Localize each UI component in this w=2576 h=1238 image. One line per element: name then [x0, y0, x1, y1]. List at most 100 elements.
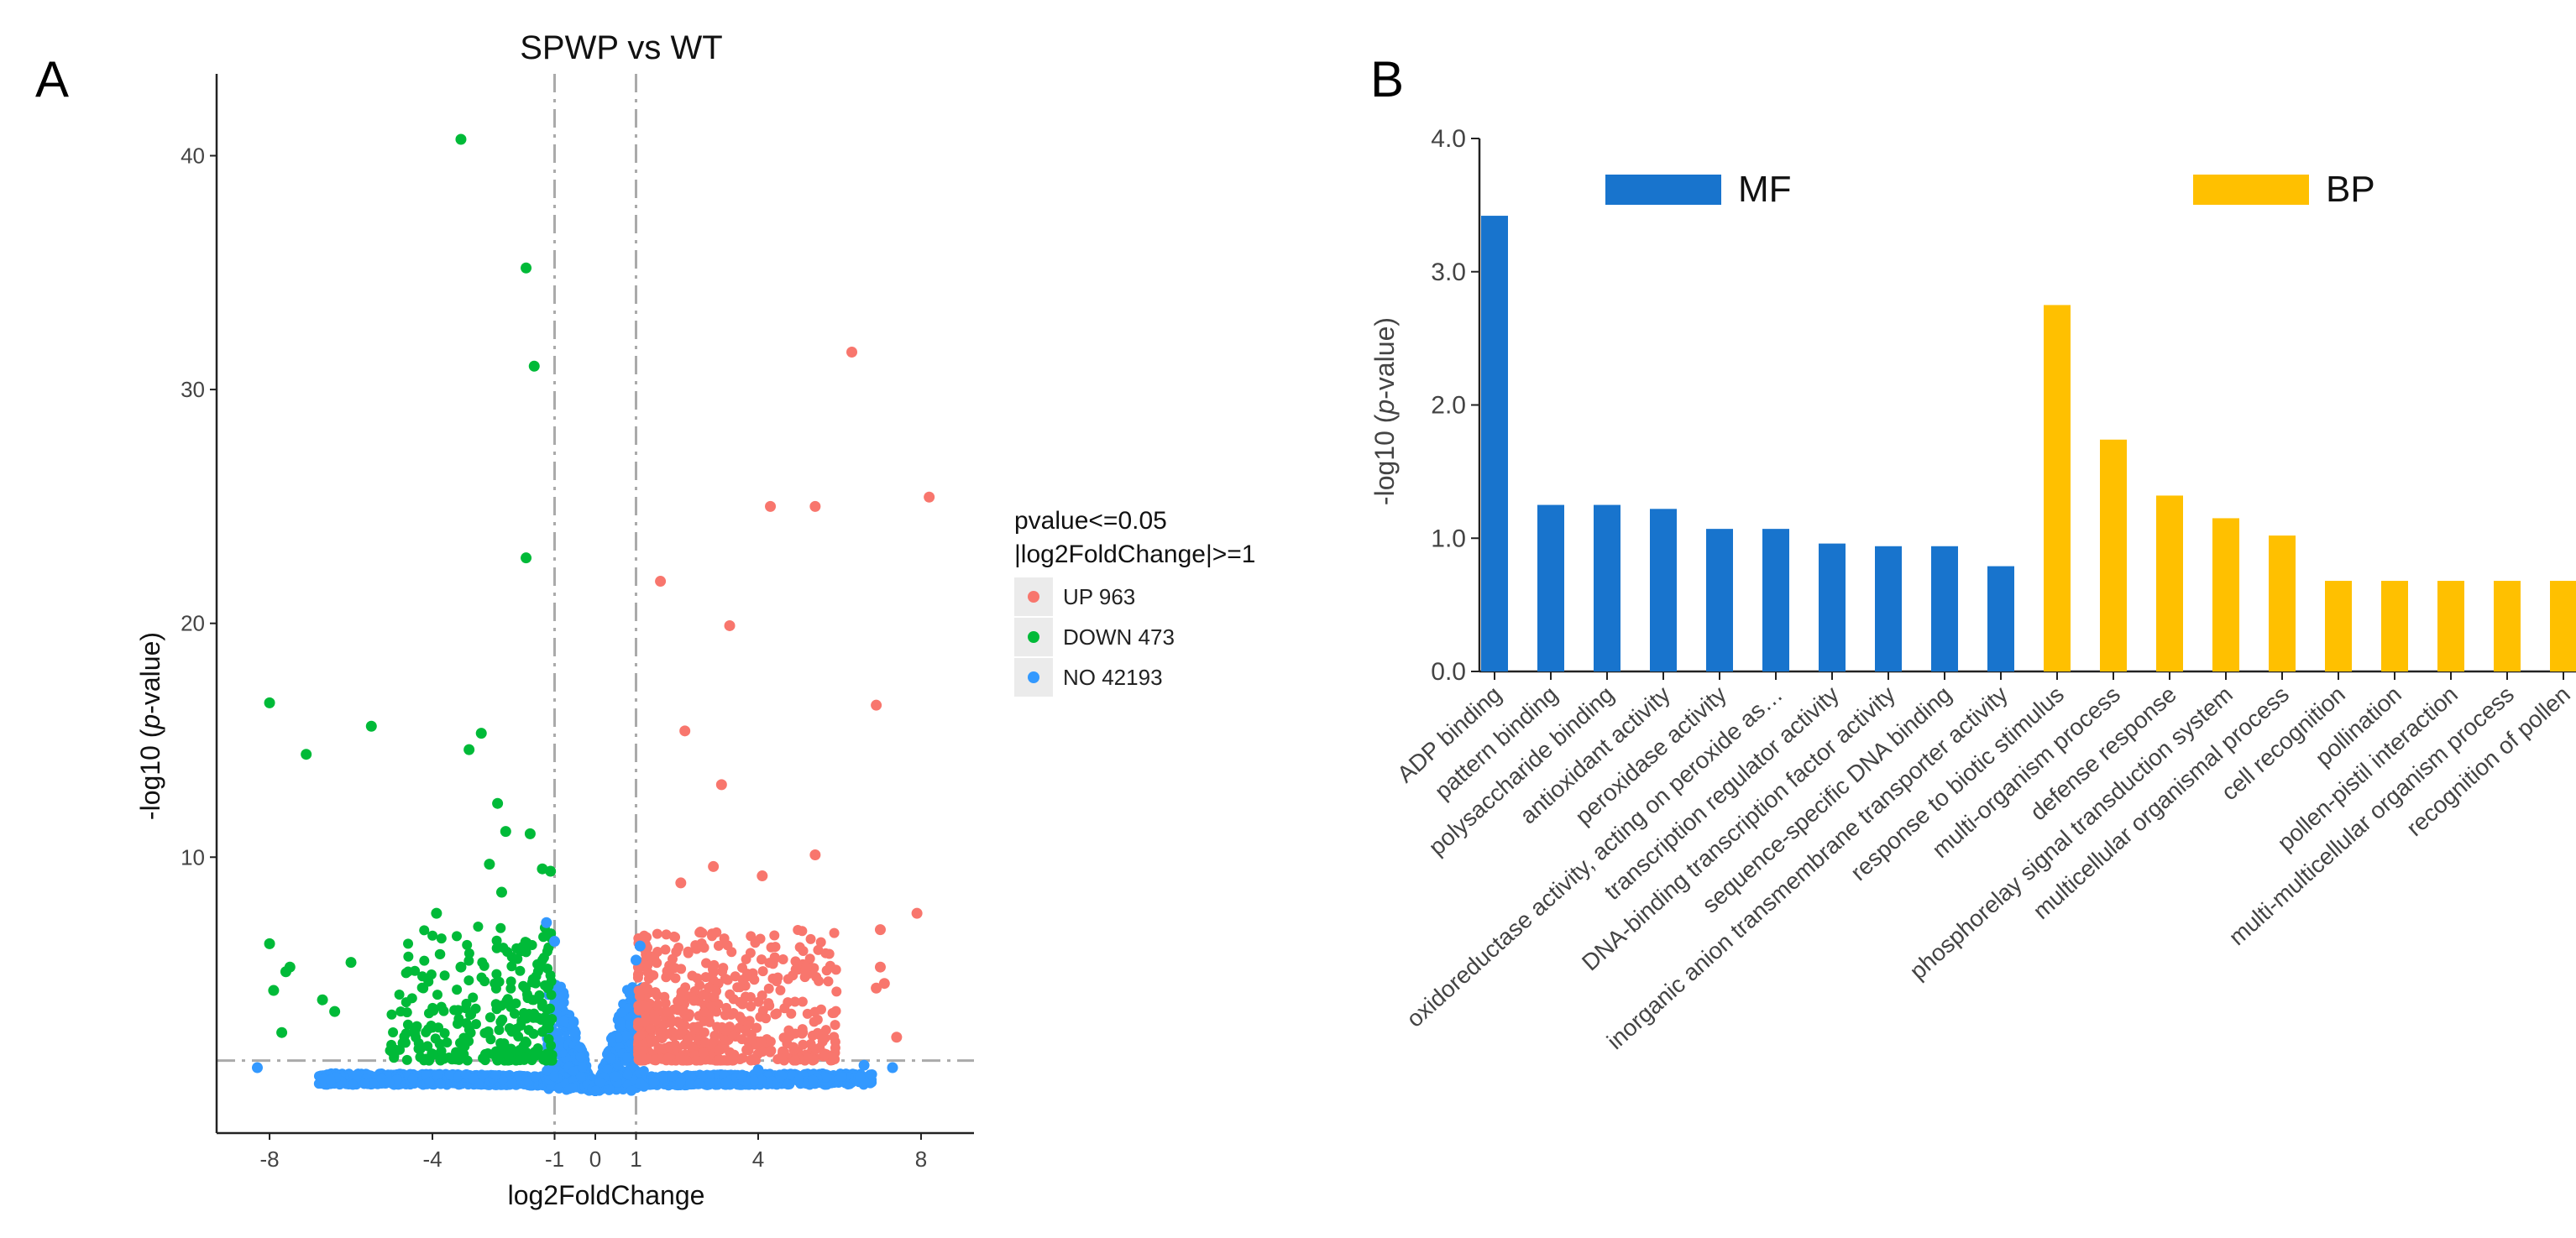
point-up	[819, 1049, 830, 1060]
point-down	[539, 979, 550, 990]
point-ns	[623, 1002, 634, 1013]
point-up	[704, 982, 715, 993]
point-down	[528, 1028, 539, 1039]
point-up	[664, 969, 675, 980]
point-ns	[530, 1072, 541, 1083]
point-down	[395, 1006, 406, 1017]
bar-y-label-prefix: -log10 (	[1369, 414, 1400, 505]
point-down	[470, 1003, 481, 1014]
point-ns	[649, 1077, 660, 1088]
point-up	[720, 974, 730, 985]
point-up	[783, 1025, 794, 1036]
data-point	[878, 978, 890, 990]
x-tick-label: 0	[589, 1147, 601, 1172]
point-down	[436, 1046, 447, 1057]
point-up	[751, 1022, 762, 1033]
point-ns	[568, 1027, 579, 1038]
point-up	[815, 937, 826, 948]
point-down	[401, 968, 411, 979]
point-up	[635, 1030, 646, 1041]
point-up	[639, 1016, 650, 1027]
point-up	[820, 1025, 831, 1036]
point-down	[531, 1047, 542, 1058]
point-up	[632, 972, 643, 983]
point-up	[788, 1042, 798, 1053]
volcano-y-label-prefix: -log10 (	[135, 729, 165, 820]
point-down	[512, 953, 523, 964]
legend-key-dot	[1028, 671, 1039, 683]
y-tick-label: 1.0	[1431, 525, 1466, 552]
point-ns	[605, 1033, 616, 1044]
point-up	[721, 1055, 732, 1066]
point-up	[756, 954, 767, 965]
data-point	[708, 860, 720, 872]
point-up	[812, 1014, 823, 1025]
panel-a-label: A	[35, 51, 69, 107]
data-point	[280, 966, 291, 978]
point-down	[506, 961, 517, 972]
point-down	[520, 1036, 531, 1047]
point-ns	[685, 1070, 696, 1081]
point-up	[763, 983, 774, 994]
data-point	[871, 699, 882, 711]
point-down	[439, 1027, 450, 1038]
y-tick-label: 40	[181, 144, 205, 169]
point-up	[745, 991, 756, 1002]
point-down	[435, 948, 446, 959]
point-up	[789, 1055, 800, 1066]
legend-label-mf: MF	[1738, 169, 1792, 210]
point-down	[531, 971, 542, 982]
bar-2	[1537, 504, 1564, 671]
point-ns	[542, 1065, 552, 1076]
point-up	[797, 996, 808, 1007]
point-up	[683, 1034, 694, 1045]
point-up	[829, 1032, 840, 1042]
point-ns	[626, 1085, 636, 1096]
point-down	[495, 1047, 506, 1058]
point-up	[673, 996, 683, 1007]
bar-4	[1650, 509, 1677, 671]
data-point	[268, 985, 280, 996]
point-ns	[675, 1077, 686, 1088]
point-down	[470, 1019, 481, 1030]
data-point	[276, 1026, 288, 1038]
bar-axes: 0.0 1.0 2.0 3.0 4.0	[1431, 125, 2576, 686]
data-point	[329, 1006, 341, 1017]
data-point	[765, 500, 777, 512]
point-up	[775, 985, 786, 995]
point-down	[494, 1025, 505, 1036]
point-ns	[575, 1052, 586, 1063]
point-down	[453, 1005, 463, 1016]
point-down	[416, 982, 427, 993]
data-point	[675, 877, 687, 889]
legend-swatch-mf	[1605, 175, 1721, 205]
point-up	[653, 1042, 664, 1053]
data-point	[924, 491, 935, 503]
point-down	[544, 1053, 555, 1063]
point-down	[491, 969, 502, 979]
bar-3	[1594, 504, 1620, 671]
point-down	[547, 1014, 558, 1025]
point-up	[793, 924, 804, 935]
point-ns	[713, 1078, 724, 1089]
x-tick-label: -1	[545, 1147, 564, 1172]
point-up	[704, 1016, 715, 1027]
point-down	[542, 946, 552, 957]
point-down	[402, 1019, 413, 1030]
point-up	[741, 953, 751, 964]
bar-y-label-suffix: -value)	[1369, 317, 1400, 400]
data-point	[345, 957, 357, 969]
point-down	[438, 1006, 449, 1016]
bar-20	[2550, 581, 2576, 671]
point-ns	[490, 1070, 501, 1081]
data-point	[630, 954, 641, 966]
point-ns	[694, 1079, 704, 1089]
bar-10	[1987, 566, 2014, 671]
point-down	[518, 1008, 529, 1019]
point-up	[669, 963, 680, 974]
data-point	[492, 797, 504, 809]
data-point	[874, 961, 886, 973]
point-down	[413, 1043, 424, 1054]
legend-swatch-bp	[2193, 175, 2309, 205]
point-ns	[432, 1069, 443, 1080]
